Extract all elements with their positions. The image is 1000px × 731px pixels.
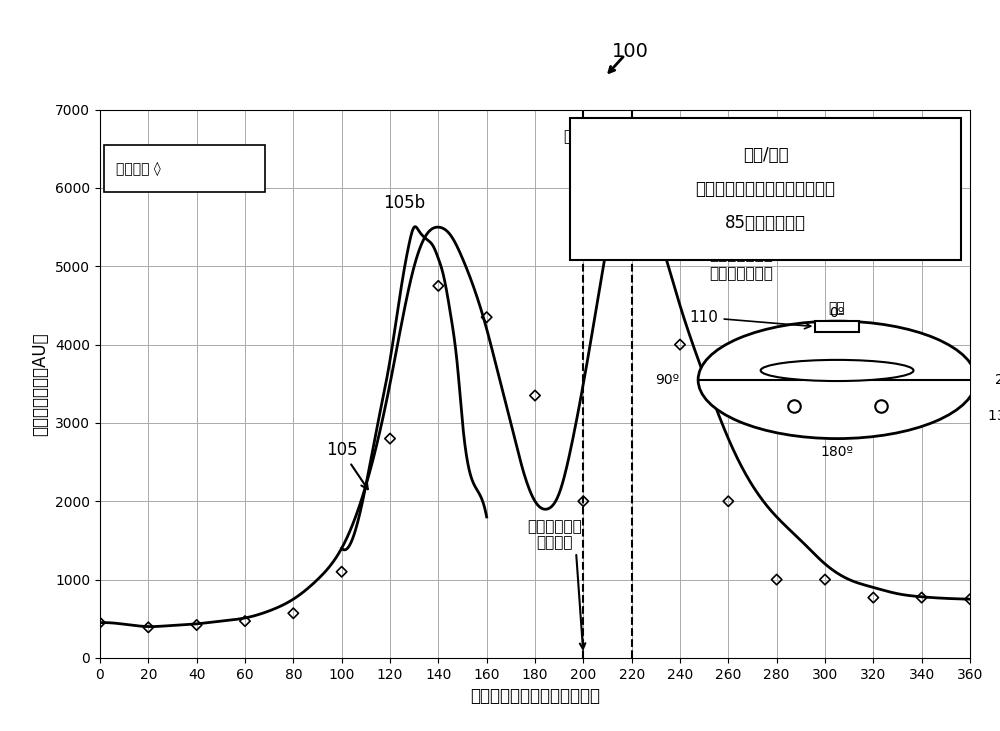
Point — [382, 433, 398, 444]
Text: 食指底部: 食指底部 — [536, 535, 573, 550]
Point — [769, 574, 785, 586]
Text: 在第二与第三指关节之间的指环: 在第二与第三指关节之间的指环 — [696, 180, 836, 198]
FancyBboxPatch shape — [104, 145, 265, 192]
Text: 105b: 105b — [383, 194, 426, 211]
Point — [672, 338, 688, 350]
Text: 130 数字动脉位置: 130 数字动脉位置 — [988, 408, 1000, 422]
Ellipse shape — [761, 360, 914, 381]
Point — [527, 390, 543, 401]
Text: 90º: 90º — [655, 373, 679, 387]
Text: 顶部: 顶部 — [829, 301, 845, 315]
Text: 0º: 0º — [829, 306, 845, 320]
Text: 数字动脉位置: 数字动脉位置 — [527, 519, 582, 534]
Text: 105a: 105a — [576, 149, 615, 164]
Point — [817, 574, 833, 586]
Bar — [815, 321, 859, 332]
Text: 食指/左手: 食指/左手 — [743, 146, 788, 164]
Text: 100: 100 — [612, 42, 648, 61]
Point — [962, 594, 978, 605]
Text: 围绕食指的信号: 围绕食指的信号 — [563, 129, 627, 145]
Text: 85毫安的绳色光: 85毫安的绳色光 — [725, 214, 806, 232]
Ellipse shape — [698, 321, 976, 439]
Text: 270º: 270º — [995, 373, 1000, 387]
Text: 单点光学传感器: 单点光学传感器 — [709, 267, 773, 281]
FancyBboxPatch shape — [570, 118, 961, 260]
Point — [92, 617, 108, 629]
Point — [624, 221, 640, 233]
Text: 实验数据 ◊: 实验数据 ◊ — [116, 162, 160, 176]
Y-axis label: 信号调制振幅（AU）: 信号调制振幅（AU） — [32, 332, 50, 436]
Text: 180º: 180º — [821, 445, 854, 459]
X-axis label: 围绕手指的角度，以度为单位: 围绕手指的角度，以度为单位 — [470, 687, 600, 705]
Text: 105: 105 — [326, 442, 368, 489]
Point — [430, 280, 446, 292]
Text: 120: 120 — [0, 730, 1, 731]
Point — [914, 592, 930, 604]
Text: 110: 110 — [690, 310, 811, 329]
Point — [479, 311, 495, 323]
Point — [189, 619, 205, 631]
Point — [865, 592, 881, 604]
Point — [720, 496, 736, 507]
Point — [575, 496, 591, 507]
Text: 围绕手指旋转的: 围绕手指旋转的 — [709, 247, 773, 262]
Point — [237, 616, 253, 627]
Point — [285, 607, 301, 619]
Point — [140, 621, 156, 633]
Point — [334, 566, 350, 577]
